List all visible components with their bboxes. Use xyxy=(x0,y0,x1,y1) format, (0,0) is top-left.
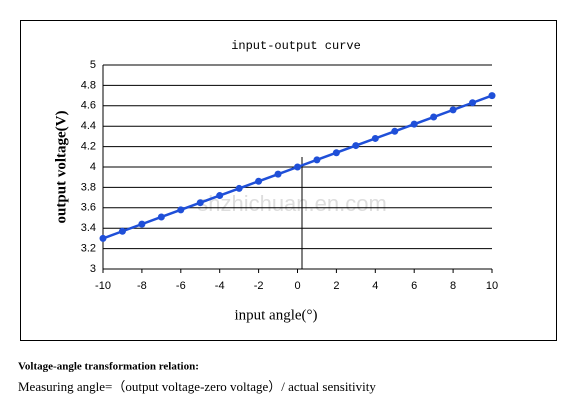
y-tick-label: 5 xyxy=(90,59,96,71)
y-tick-label: 4.2 xyxy=(81,141,96,153)
y-tick-label: 4.4 xyxy=(81,120,96,132)
data-point xyxy=(274,170,282,178)
data-point xyxy=(177,206,185,214)
data-point xyxy=(449,106,457,114)
y-tick-label: 3.8 xyxy=(81,181,96,193)
data-point xyxy=(138,220,146,228)
data-point xyxy=(294,163,301,171)
notes-heading: Voltage-angle transformation relation: xyxy=(18,361,199,373)
data-point xyxy=(469,99,477,107)
data-point xyxy=(196,199,204,207)
data-point xyxy=(430,113,438,121)
data-point xyxy=(99,234,107,242)
y-tick-label: 3.6 xyxy=(81,202,96,214)
x-tick-label: 10 xyxy=(486,280,498,292)
y-axis-label: output voltage(V) xyxy=(53,111,69,224)
x-axis-label: input angle(°) xyxy=(234,307,317,323)
x-tick-label: -2 xyxy=(254,280,264,292)
x-tick-label: 2 xyxy=(333,280,339,292)
data-point xyxy=(391,127,399,135)
data-point xyxy=(235,184,243,192)
y-tick-label: 3.2 xyxy=(81,243,96,255)
x-tick-label: -10 xyxy=(95,280,111,292)
data-point xyxy=(352,142,360,150)
notes-formula: Measuring angle=（output voltage-zero vol… xyxy=(18,379,376,394)
data-point xyxy=(118,227,126,235)
data-point xyxy=(488,92,496,100)
y-tick-label: 3.4 xyxy=(81,222,96,234)
watermark: shzhichuan.en.com xyxy=(197,191,387,216)
data-point xyxy=(332,149,340,157)
y-tick-label: 4.6 xyxy=(81,100,96,112)
data-point xyxy=(157,213,165,221)
y-tick-label: 3 xyxy=(90,263,96,275)
data-point xyxy=(255,177,263,185)
x-tick-label: 6 xyxy=(411,280,417,292)
y-tick-label: 4.8 xyxy=(81,79,96,91)
x-tick-label: 8 xyxy=(450,280,456,292)
chart-title: input-output curve xyxy=(231,39,361,53)
data-point xyxy=(216,192,224,200)
y-tick-label: 4 xyxy=(90,161,96,173)
x-tick-label: -8 xyxy=(137,280,147,292)
data-point xyxy=(313,156,321,164)
chart-frame xyxy=(20,20,557,341)
x-tick-label: -6 xyxy=(176,280,186,292)
x-tick-label: 0 xyxy=(294,280,300,292)
x-tick-label: -4 xyxy=(215,280,225,292)
x-tick-label: 4 xyxy=(372,280,378,292)
data-point xyxy=(410,120,418,128)
data-point xyxy=(371,134,379,142)
